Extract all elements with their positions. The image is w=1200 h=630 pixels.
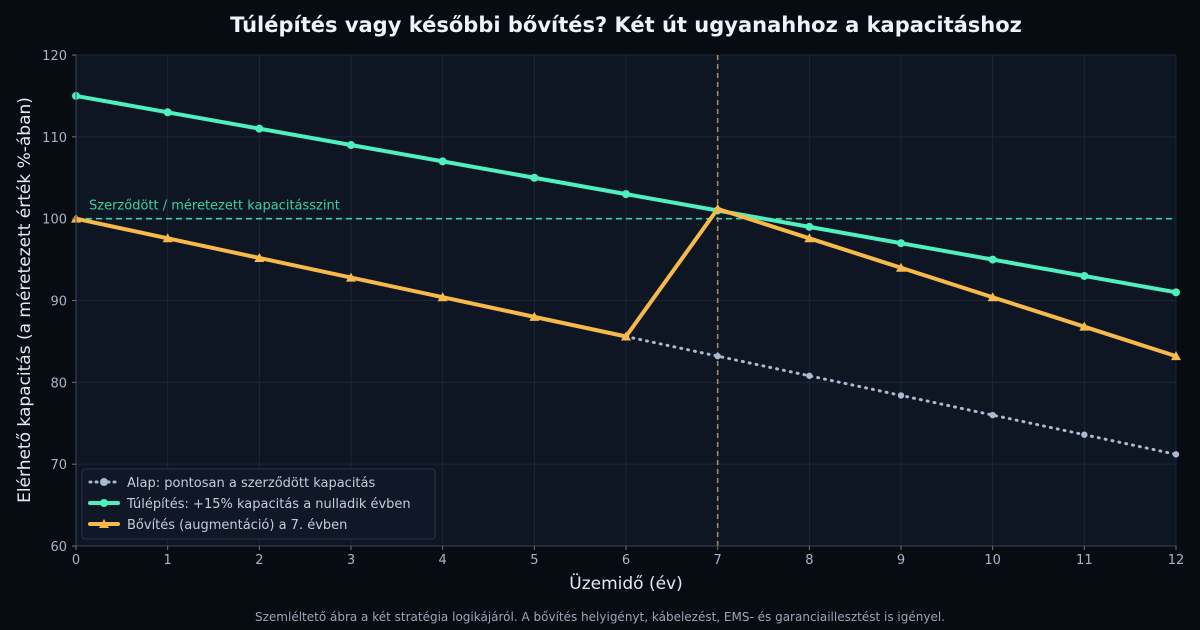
x-tick-label: 8 xyxy=(805,553,813,568)
series-point-2 xyxy=(712,203,723,213)
series-point-1 xyxy=(347,141,355,150)
series-point-1 xyxy=(897,239,905,248)
x-tick-label: 1 xyxy=(164,553,172,568)
legend: Alap: pontosan a szerződött kapacitás Túl… xyxy=(81,468,436,540)
legend-label-1: Túlépítés: +15% kapacitás a nulladik évb… xyxy=(126,497,411,512)
legend-marker-1 xyxy=(100,499,108,507)
y-tick-label: 120 xyxy=(42,49,67,64)
y-tick-label: 70 xyxy=(50,458,67,473)
series-point-1 xyxy=(163,108,172,117)
series-2 xyxy=(71,203,1181,361)
x-tick-label: 12 xyxy=(1168,553,1185,568)
series-point-0 xyxy=(897,392,905,399)
series-point-0 xyxy=(1172,451,1180,458)
series-point-2 xyxy=(896,262,906,272)
series-layer xyxy=(71,91,1181,458)
chart-title: Túlépítés vagy későbbi bővítés? Két út u… xyxy=(230,13,1022,37)
legend-marker-0 xyxy=(100,478,108,486)
reference-line-label: Szerződött / méretezett kapacitásszint xyxy=(89,199,340,214)
y-tick-label: 80 xyxy=(50,376,67,391)
x-tick-label: 3 xyxy=(347,553,355,568)
y-tick-label: 60 xyxy=(50,540,67,555)
series-point-2 xyxy=(346,272,356,282)
x-tick-label: 6 xyxy=(622,553,630,568)
series-point-1 xyxy=(622,190,630,199)
series-point-2 xyxy=(162,233,173,243)
series-point-2 xyxy=(804,233,815,243)
series-point-2 xyxy=(254,252,265,262)
footnote: Szemléltető ábra a két stratégia logikáj… xyxy=(255,610,945,624)
y-tick-label: 90 xyxy=(50,295,67,310)
x-tick-label: 5 xyxy=(530,553,538,568)
series-point-0 xyxy=(989,411,996,419)
y-tick-label: 100 xyxy=(42,213,67,228)
y-tick-label: 110 xyxy=(42,131,67,146)
legend-marker-2 xyxy=(99,519,109,528)
series-point-0 xyxy=(806,372,813,379)
series-point-2 xyxy=(529,311,540,321)
series-point-2 xyxy=(437,292,448,302)
reference-layer: Szerződött / méretezett kapacitásszint xyxy=(76,55,1176,546)
series-point-2 xyxy=(621,331,631,341)
y-axis-label: Elérhető kapacitás (a méretezett érték %… xyxy=(15,97,35,503)
series-point-1 xyxy=(805,222,814,231)
legend-label-2: Bővítés (augmentáció) a 7. évben xyxy=(127,518,347,533)
series-1 xyxy=(72,91,1180,297)
series-point-1 xyxy=(1080,271,1089,280)
series-point-2 xyxy=(987,292,998,302)
legend-box xyxy=(81,468,436,540)
x-axis-label: Üzemidő (év) xyxy=(569,572,683,594)
x-tick-label: 10 xyxy=(984,553,1001,568)
legend-label-0: Alap: pontosan a szerződött kapacitás xyxy=(127,476,375,491)
x-tick-label: 4 xyxy=(439,553,447,568)
x-tick-label: 2 xyxy=(255,553,263,568)
series-point-1 xyxy=(1172,288,1180,297)
x-tick-label: 9 xyxy=(897,553,905,568)
series-point-1 xyxy=(255,124,264,133)
series-point-2 xyxy=(1079,321,1090,331)
x-tick-label: 0 xyxy=(72,553,80,568)
series-point-2 xyxy=(1171,351,1181,361)
x-tick-label: 7 xyxy=(714,553,722,568)
series-point-0 xyxy=(714,352,721,360)
series-point-1 xyxy=(438,157,447,166)
series-point-1 xyxy=(530,173,539,182)
x-tick-label: 11 xyxy=(1076,553,1093,568)
series-point-0 xyxy=(1081,431,1088,438)
series-point-1 xyxy=(988,255,997,264)
